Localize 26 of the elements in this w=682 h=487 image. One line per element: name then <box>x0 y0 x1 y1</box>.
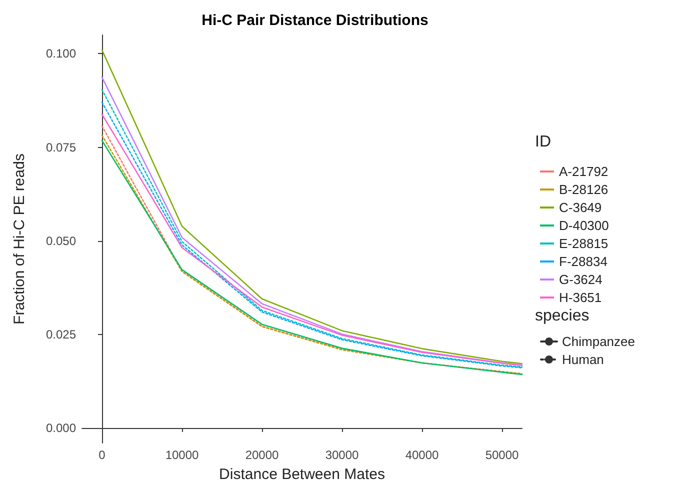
y-axis-title: Fraction of Hi-C PE reads <box>11 154 28 324</box>
legend-label: Human <box>562 352 604 367</box>
chart-title: Hi-C Pair Distance Distributions <box>202 12 428 29</box>
x-tick-label: 0 <box>98 448 106 462</box>
legend-label: H-3651 <box>559 290 602 305</box>
legend-label: Chimpanzee <box>562 334 635 349</box>
text: species <box>535 308 590 324</box>
y-tick-label: 0.025 <box>46 327 76 342</box>
y-tick-label: 0.100 <box>46 46 76 61</box>
legend-label: D-40300 <box>559 218 609 233</box>
y-tick-label: 0.050 <box>46 234 76 248</box>
y-tick-label: 0.075 <box>46 140 76 154</box>
legend-label: B-28126 <box>559 182 608 197</box>
x-axis-title: Distance Between Mates <box>219 466 385 483</box>
legend-label: A-21792 <box>559 164 608 179</box>
legend-label: C-3649 <box>559 200 602 215</box>
legend-title: ID <box>535 134 551 150</box>
x-tick-label: 30000 <box>325 448 360 462</box>
x-tick-label: 50000 <box>485 448 520 462</box>
legend-label: E-28815 <box>559 236 608 251</box>
legend-label: F-28834 <box>559 254 608 269</box>
x-tick-label: 10000 <box>165 448 200 462</box>
x-tick-label: 40000 <box>405 448 440 462</box>
x-tick-label: 20000 <box>245 448 280 462</box>
legend-label: G-3624 <box>559 272 602 287</box>
y-tick-label: 0.000 <box>46 421 76 436</box>
